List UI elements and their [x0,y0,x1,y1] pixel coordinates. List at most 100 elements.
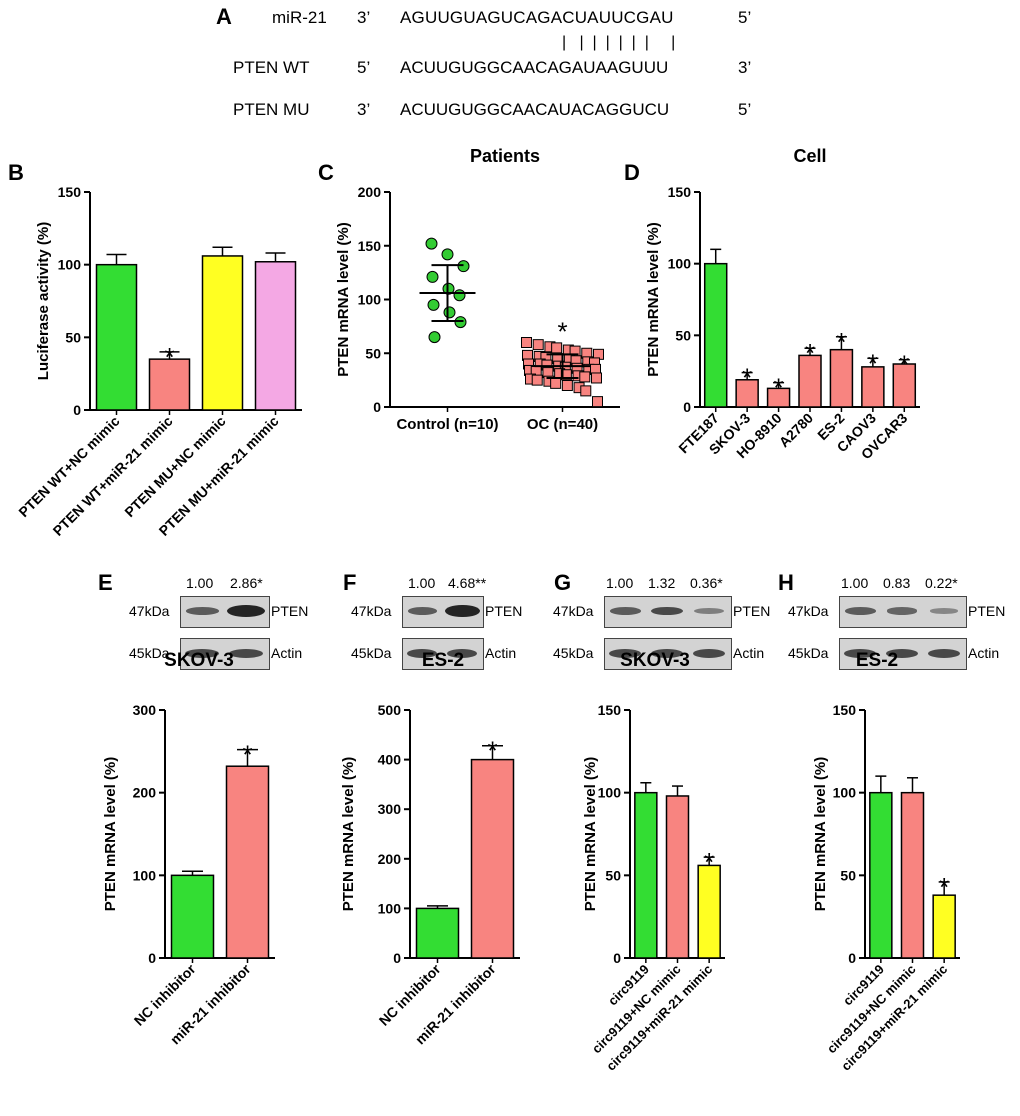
blot-f-quantification: 1.00 [408,575,436,591]
blot-h-band [844,607,876,615]
chart-e2-title: SKOV-3 [164,650,234,671]
blot-g-band [694,608,724,614]
chart-b-significance-star: * [164,342,174,372]
blot-g-protein-label: PTEN [733,603,771,619]
panel-letter-d: D [624,160,640,185]
chart-c-category-label: Control (n=10) [396,416,498,433]
chart-e2-y-tick-label: 0 [148,950,156,966]
chart-c-point [453,289,466,302]
chart-f2-bar [470,758,515,959]
chart-f2-y-tick-label: 200 [378,851,402,867]
blot-e-quantification: 1.00 [186,575,214,591]
blot-h-quantification: 0.22* [925,575,958,591]
blot-g-band [651,648,683,658]
chart-d-y-tick-label: 150 [668,184,692,200]
blot-h-protein-label: Actin [968,645,1000,661]
chart-b-y-tick-label: 150 [58,184,82,200]
blot-f-band [407,607,437,615]
chart-f2-y-tick-label: 300 [378,801,402,817]
chart-h2-significance-star: * [939,872,949,902]
chart-e2-bar [225,765,270,959]
chart-c-y-tick-label: 150 [358,238,382,254]
chart-c-point [560,369,572,381]
blot-g-quantification: 0.36* [690,575,723,591]
chart-h2-y-tick-label: 100 [833,785,857,801]
chart-h2-y-tick-label: 150 [833,702,857,718]
chart-c-point [561,380,573,391]
blot-f-protein-label: PTEN [485,603,523,619]
chart-c-category-label: OC (n=40) [527,416,598,433]
chart-c-point [443,306,456,319]
chart-c-point [425,237,438,250]
panel-letter-c: C [318,160,334,185]
pten-wt-name: PTEN WT [233,58,310,77]
chart-b-y-label: Luciferase activity (%) [35,222,52,380]
blot-h-band [928,648,960,658]
chart-g2-bar [697,864,721,959]
mir21-name: miR-21 [272,8,327,27]
chart-d-significance-star: * [742,363,752,393]
chart-g2-title: SKOV-3 [620,650,690,671]
blot-g-letter: G [554,570,572,595]
blot-e-protein-label: Actin [271,645,303,661]
chart-e2-bar [170,874,215,959]
blot-h-quantification: 1.00 [841,575,869,591]
chart-g2-bar [665,795,690,959]
chart-e2-y-tick-label: 300 [133,702,157,718]
chart-g2-y-tick-label: 150 [598,702,622,718]
chart-c-point [521,337,532,348]
blot-f-band [407,648,437,658]
chart-c-point [591,372,602,384]
blot-e-quantification: 2.86* [230,575,263,591]
chart-f2-y-tick-label: 400 [378,752,402,768]
chart-b-category-label: PTEN MU+NC mimic [121,413,228,520]
blot-g-kda-label: 45kDa [553,645,594,661]
pairing-lines: | | | | | | | | [562,34,676,51]
blot-h-letter: H [778,570,794,595]
blot-h-band [886,648,918,658]
chart-c-point [427,298,440,311]
chart-c-title: Patients [470,146,540,166]
blot-f-kda-label: 45kDa [351,645,392,661]
chart-c-point [579,371,591,383]
chart-c-point [457,260,470,273]
blot-g-quantification: 1.00 [606,575,634,591]
chart-b-category-label: PTEN WT+NC mimic [15,413,122,520]
chart-c-point [551,342,563,354]
blot-e-band [226,604,266,618]
blot-g-band [693,648,725,658]
chart-g2-y-tick-label: 0 [613,950,621,966]
mir21-end-right: 5’ [738,8,752,27]
blot-h-band [844,648,876,658]
chart-c-point [426,270,439,283]
chart-c-point [580,385,592,397]
chart-b-y-tick-label: 100 [58,257,82,273]
chart-e2-y-label: PTEN mRNA level (%) [102,757,119,911]
chart-c-y-tick-label: 200 [358,184,382,200]
chart-c-point [454,316,467,329]
pten-wt-end-left: 5’ [357,58,371,77]
chart-c-y-tick-label: 50 [365,345,381,361]
chart-f2-y-tick-label: 500 [378,702,402,718]
chart-e2-significance-star: * [242,740,252,770]
chart-d-y-label: PTEN mRNA level (%) [645,222,662,376]
pten-mu-end-right: 5’ [738,100,752,119]
chart-d-title: Cell [793,146,826,166]
chart-b-bar [201,255,244,411]
blot-g-band [609,607,641,615]
blot-e-band [185,648,219,658]
blot-e-letter: E [98,570,113,595]
blot-g-quantification: 1.32 [648,575,676,591]
chart-g2-y-label: PTEN mRNA level (%) [582,757,599,911]
chart-g2-y-tick-label: 50 [605,867,621,883]
chart-d-significance-star: * [836,327,846,357]
chart-c-y-tick-label: 0 [373,399,381,415]
chart-h2-y-tick-label: 50 [840,867,856,883]
chart-f2-y-tick-label: 100 [378,900,402,916]
chart-d-significance-star: * [868,348,878,378]
chart-c-patients: Patients 0 50 100 150 200 PTEN mRNA level (%) C… [335,146,620,433]
blot-h-band [929,608,959,614]
